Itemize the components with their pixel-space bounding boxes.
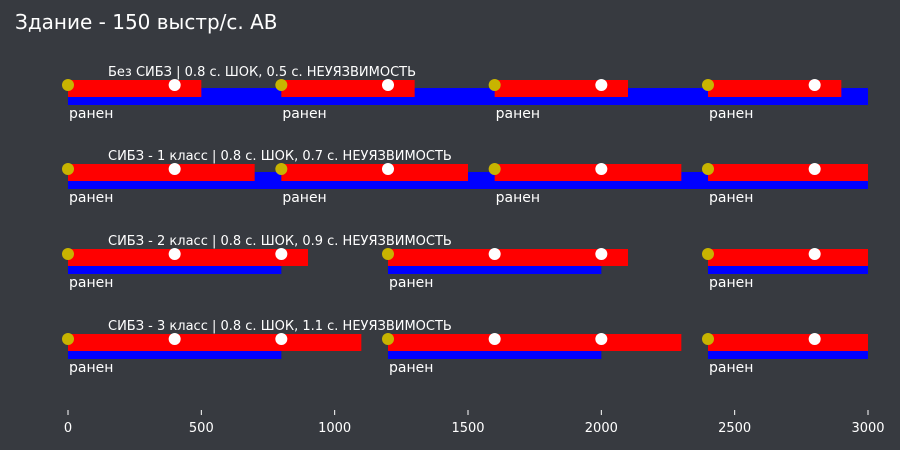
shock-bar — [708, 164, 868, 181]
shot-marker — [488, 248, 501, 260]
shock-bar — [281, 164, 468, 181]
shot-marker — [595, 333, 608, 345]
wounded-label: ранен — [69, 360, 113, 376]
row-label: Без СИБЗ | 0.8 с. ШОК, 0.5 с. НЕУЯЗВИМОС… — [108, 65, 416, 80]
x-tick-label: 1000 — [318, 421, 351, 436]
shock-bar — [708, 249, 868, 266]
wounded-label: ранен — [69, 106, 113, 122]
shot-marker — [168, 163, 181, 175]
wounded-label: ранен — [496, 106, 540, 122]
x-tick-label: 2000 — [585, 421, 618, 436]
x-tick-label: 3000 — [851, 421, 884, 436]
shock-bar — [708, 334, 868, 351]
shot-marker — [488, 333, 501, 345]
shock-bar — [68, 80, 202, 97]
hit-marker — [62, 248, 74, 260]
shot-marker — [168, 248, 181, 260]
hit-marker — [62, 333, 74, 345]
wounded-label: ранен — [282, 106, 326, 122]
hit-marker — [702, 333, 714, 345]
shock-bar — [388, 334, 682, 351]
invulnerable-bar — [388, 351, 602, 359]
hit-marker — [275, 163, 288, 175]
shot-marker — [808, 333, 821, 345]
hit-marker — [382, 248, 394, 260]
wounded-label: ранен — [69, 275, 113, 291]
x-tick-label: 500 — [189, 421, 214, 436]
invulnerable-bar — [68, 88, 868, 105]
shot-marker — [595, 79, 608, 91]
invulnerable-bar — [388, 266, 602, 274]
shot-marker — [382, 163, 394, 175]
shot-marker — [382, 79, 394, 91]
shock-bar — [68, 164, 255, 181]
shock-bar — [388, 249, 628, 266]
shot-marker — [808, 163, 821, 175]
wounded-label: ранен — [389, 360, 433, 376]
shot-marker — [595, 163, 608, 175]
invulnerable-bar — [708, 266, 868, 274]
row-label: СИБЗ - 1 класс | 0.8 с. ШОК, 0.7 с. НЕУЯ… — [108, 149, 452, 164]
hit-marker — [62, 163, 74, 175]
shot-marker — [275, 333, 288, 345]
shot-marker — [168, 333, 181, 345]
invulnerable-bar — [68, 266, 282, 274]
shock-bar — [708, 80, 842, 97]
x-tick-label: 2500 — [718, 421, 751, 436]
wounded-label: ранен — [69, 190, 113, 206]
shot-marker — [595, 248, 608, 260]
shot-marker — [168, 79, 181, 91]
shock-bar — [68, 249, 308, 266]
wounded-label: ранен — [709, 190, 753, 206]
hit-marker — [275, 79, 288, 91]
hit-marker — [382, 333, 394, 345]
wounded-label: ранен — [709, 275, 753, 291]
shock-bar — [281, 80, 415, 97]
hit-marker — [62, 79, 74, 91]
hit-marker — [488, 163, 501, 175]
shot-marker — [808, 79, 821, 91]
wounded-label: ранен — [709, 360, 753, 376]
shock-bar — [494, 164, 682, 181]
hit-marker — [488, 79, 501, 91]
shot-marker — [275, 248, 288, 260]
shock-bar — [494, 80, 628, 97]
row-label: СИБЗ - 2 класс | 0.8 с. ШОК, 0.9 с. НЕУЯ… — [108, 234, 452, 249]
wounded-label: ранен — [282, 190, 326, 206]
shot-marker — [808, 248, 821, 260]
hit-marker — [702, 163, 714, 175]
wounded-label: ранен — [389, 275, 433, 291]
invulnerable-bar — [68, 351, 282, 359]
invulnerable-bar — [708, 351, 868, 359]
x-tick-label: 1500 — [451, 421, 484, 436]
row-label: СИБЗ - 3 класс | 0.8 с. ШОК, 1.1 с. НЕУЯ… — [108, 319, 452, 334]
hit-marker — [702, 79, 714, 91]
shock-bar — [68, 334, 362, 351]
wounded-label: ранен — [496, 190, 540, 206]
wounded-label: ранен — [709, 106, 753, 122]
hit-marker — [702, 248, 714, 260]
chart-title: Здание - 150 выстр/с. АВ — [15, 10, 278, 34]
x-tick-label: 0 — [64, 421, 72, 436]
